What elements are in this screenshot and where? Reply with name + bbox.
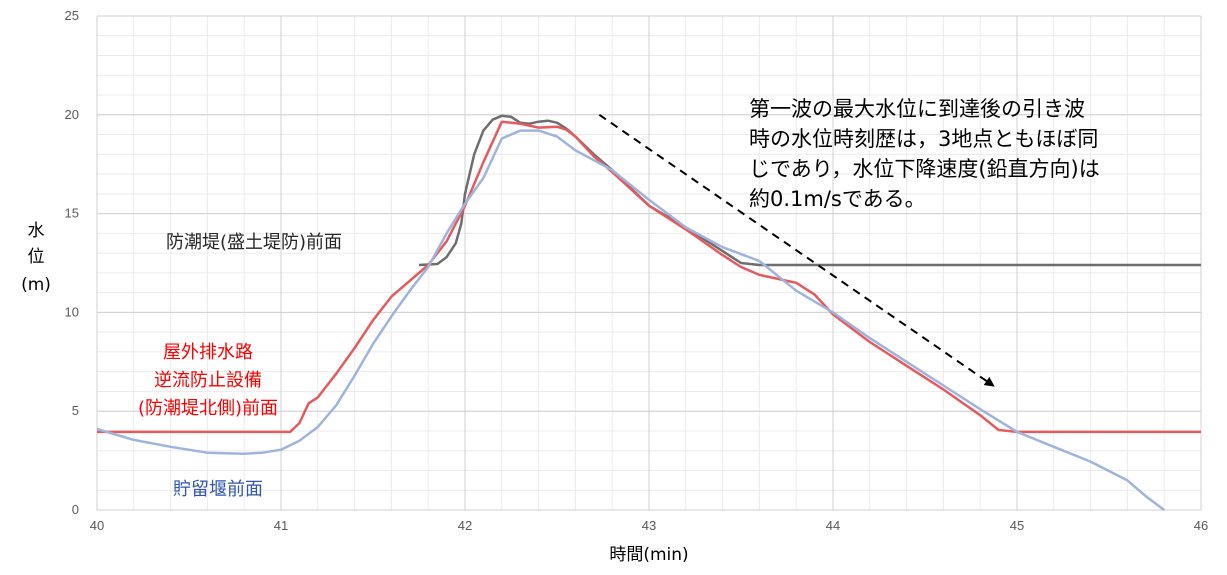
grid: [96, 15, 1202, 511]
series-label-0: 防潮堤(盛土堤防)前面: [166, 232, 342, 253]
annotation-text: じであり，水位下降速度(鉛直方向)は: [749, 157, 1100, 181]
series-line-1: [97, 120, 1201, 434]
y-tick-label: 10: [65, 304, 79, 319]
series-line-2: [96, 129, 1165, 511]
y-tick-label: 20: [65, 107, 79, 122]
x-tick-label: 46: [1194, 518, 1208, 533]
annotation: 第一波の最大水位に到達後の引き波時の水位時刻歴は，3地点ともほぼ同じであり，水位…: [598, 97, 1100, 387]
y-tick-label: 5: [72, 403, 79, 418]
series-label-2: 貯留堰前面: [173, 479, 263, 500]
x-tick-label: 41: [274, 518, 288, 533]
annotation-arrow: [598, 113, 995, 387]
series-label-1: 逆流防止設備: [154, 370, 262, 391]
y-axis-title: 位: [28, 247, 45, 267]
y-axis-title: (m): [21, 275, 51, 295]
y-tick-label: 25: [65, 8, 79, 23]
x-tick-label: 42: [458, 518, 472, 533]
series-lines: [96, 114, 1201, 511]
x-tick-label: 40: [90, 518, 104, 533]
y-axis-title: 水: [28, 221, 45, 241]
x-axis-title: 時間(min): [609, 545, 688, 565]
annotation-text: 時の水位時刻歴は，3地点ともほぼ同: [749, 127, 1098, 151]
x-tick-label: 45: [1010, 518, 1024, 533]
axis-titles: 時間(min) 水位 (m): [21, 221, 689, 565]
y-tick-label: 15: [65, 206, 79, 221]
tick-labels: 40 41 42 43 44 45 46 0 5 10 15 20 25: [65, 8, 1209, 533]
series-label-1: (防潮堤北側)前面: [138, 398, 278, 419]
x-tick-label: 43: [642, 518, 656, 533]
series-label-1: 屋外排水路: [163, 342, 253, 363]
y-tick-label: 0: [72, 502, 79, 517]
annotation-text: 約0.1m/sである。: [749, 187, 926, 211]
annotation-text: 第一波の最大水位に到達後の引き波: [749, 97, 1085, 121]
x-tick-label: 44: [826, 518, 840, 533]
